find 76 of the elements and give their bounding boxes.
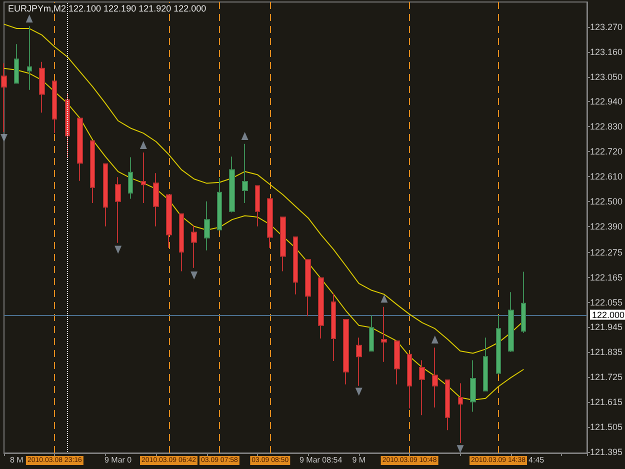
y-tick-label: 122.720: [590, 146, 623, 157]
point: [0, 134, 8, 142]
candlestick: [115, 176, 121, 244]
candlestick: [90, 140, 95, 204]
candlestick: [280, 216, 286, 272]
candlestick: [407, 354, 412, 409]
candlestick: [39, 61, 45, 114]
candlestick: [229, 156, 235, 213]
point: [26, 14, 33, 23]
candlestick: [305, 259, 311, 317]
y-tick-label: 121.395: [590, 446, 623, 457]
y-tick-label: 122.500: [590, 196, 623, 206]
candlestick: [191, 225, 197, 268]
point: [140, 141, 147, 150]
point: [190, 272, 198, 280]
candlestick: [483, 337, 488, 392]
candlestick: [496, 314, 501, 375]
candlestick: [141, 152, 146, 204]
candlestick: [394, 340, 400, 385]
y-tick-label: 122.390: [590, 221, 623, 232]
candlestick: [369, 314, 374, 352]
y-tick-label: 121.615: [590, 397, 623, 408]
x-tick-label: 4:45: [528, 456, 545, 464]
x-tick-label: 9 Mar 08:54: [299, 456, 343, 464]
y-tick-label: 121.835: [590, 347, 623, 358]
x-tick-label: 9 Mar 0: [104, 456, 132, 464]
candlestick: [445, 380, 450, 431]
y-tick-label: 121.945: [590, 322, 623, 332]
point: [431, 335, 438, 344]
y-tick-label: 122.830: [590, 122, 623, 132]
point: [355, 388, 362, 396]
candlestick: [381, 306, 387, 362]
candlestick: [356, 337, 362, 386]
candlestick: [419, 360, 425, 416]
candlestick: [217, 178, 222, 232]
candlestick: [508, 292, 514, 352]
candlestick: [293, 236, 298, 295]
y-tick-label: 123.270: [590, 22, 623, 32]
point: [456, 445, 464, 454]
candlestick: [204, 200, 210, 251]
ref-line-label: 122.000: [592, 310, 625, 320]
candlestick: [470, 360, 476, 412]
candlestick: [52, 80, 57, 134]
candlestick: [27, 26, 32, 90]
candlestick: [331, 292, 336, 362]
point: [241, 132, 248, 140]
y-tick-label: 122.275: [590, 247, 623, 258]
candlestick: [432, 347, 438, 408]
y-tick-label: 123.160: [590, 46, 623, 57]
candlestick: [267, 198, 273, 248]
candlestick: [166, 194, 172, 248]
y-tick-label: 122.610: [590, 172, 623, 182]
candlestick: [179, 213, 184, 272]
y-tick-label: 121.725: [590, 372, 623, 382]
candlestick: [103, 163, 108, 227]
x-tick-label: 8 M: [10, 456, 24, 464]
candlestick: [77, 118, 83, 182]
point: [380, 294, 388, 303]
candlestick: [14, 44, 19, 84]
candlestick: [242, 143, 248, 204]
point: [114, 246, 122, 254]
candlestick: [153, 172, 159, 227]
x-tick-label: 9 M: [352, 456, 366, 464]
y-tick-label: 122.165: [590, 272, 623, 282]
y-tick-label: 122.940: [590, 96, 623, 107]
candlestick: [343, 319, 349, 385]
y-tick-label: 122.055: [590, 297, 623, 308]
candlestick: [128, 156, 133, 200]
y-tick-label: 121.505: [590, 422, 623, 432]
candlestick: [521, 271, 526, 334]
chart-title: EURJPYm,M2 122.100 122.190 121.920 122.000: [8, 4, 206, 14]
y-tick-label: 123.050: [590, 72, 623, 82]
candlestick: [318, 277, 324, 340]
candlestick: [1, 62, 7, 132]
candlestick: [458, 382, 463, 444]
candlestick: [255, 185, 260, 227]
